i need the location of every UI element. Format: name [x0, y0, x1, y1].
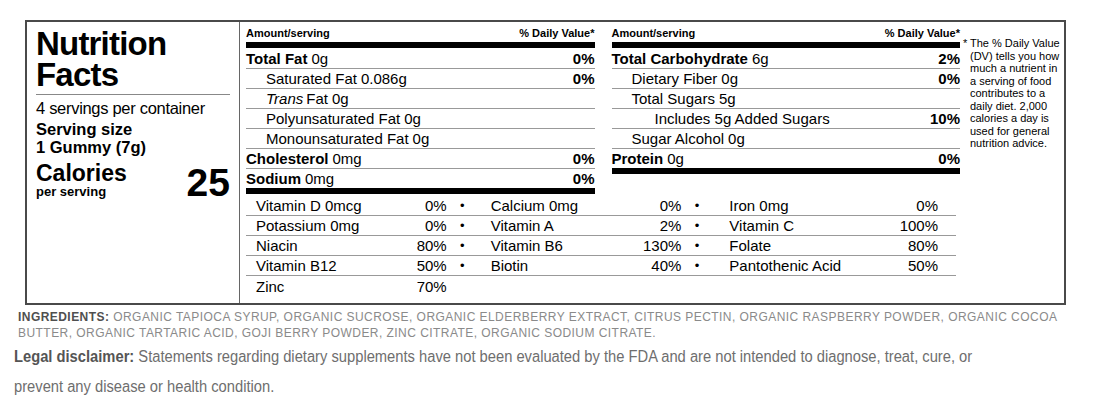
- vitamin-dv: 0%: [425, 217, 447, 234]
- calories-row: Calories per serving 25: [36, 163, 230, 199]
- daily-value-footnote: * The % Daily Value (DV) tells you how m…: [960, 22, 1064, 303]
- footnote-text: The % Daily Value (DV) tells you how muc…: [970, 37, 1061, 303]
- ingredients-text: ORGANIC TAPIOCA SYRUP, ORGANIC SUCROSE, …: [18, 310, 1057, 340]
- vitamin-label: Iron 0mg: [729, 197, 788, 214]
- nutrient-row-polyunsaturated-fat: Polyunsaturated Fat 0g: [246, 108, 595, 128]
- bullet-separator: •: [447, 258, 465, 273]
- thick-divider-bar: [612, 168, 961, 174]
- vitamin-label: Vitamin B6: [491, 237, 563, 254]
- legal-disclaimer: Legal disclaimer: Statements regarding d…: [14, 342, 1008, 402]
- nutrient-row-total-carbohydrate: Total Carbohydrate 6g 2%: [612, 48, 961, 68]
- vitamin-dv: 0%: [660, 197, 682, 214]
- calories-label: Calories: [36, 163, 127, 184]
- vitamin-dv: 80%: [908, 237, 938, 254]
- bullet-separator: •: [681, 218, 699, 233]
- vitamin-label: Vitamin B12: [256, 257, 337, 274]
- nutrient-columns-area: Amount/serving % Daily Value* Total Fat …: [240, 22, 960, 303]
- header-amount-serving: Amount/serving: [612, 27, 696, 39]
- nutrient-row-saturated-fat: Saturated Fat 0.086g 0%: [246, 68, 595, 88]
- vitamins-minerals-table: Vitamin D 0mcg0%• Calcium 0mg0%• Iron 0m…: [246, 196, 960, 296]
- bullet-separator: •: [681, 258, 699, 273]
- vitamin-dv: 50%: [908, 257, 938, 274]
- serving-size-value: 1 Gummy (7g): [36, 138, 230, 156]
- legal-disclaimer-text: Statements regarding dietary supplements…: [14, 348, 972, 395]
- vitamin-label: Folate: [729, 237, 771, 254]
- legal-disclaimer-label: Legal disclaimer:: [14, 348, 134, 365]
- servings-per-container: 4 servings per container: [36, 99, 230, 118]
- vitamin-label: Vitamin A: [491, 217, 554, 234]
- title-line-1: Nutrition: [36, 28, 230, 59]
- column-header: Amount/serving % Daily Value*: [612, 22, 961, 42]
- nutrient-row-added-sugars: Includes 5g Added Sugars 10%: [612, 108, 961, 128]
- header-amount-serving: Amount/serving: [246, 27, 330, 39]
- header-daily-value: % Daily Value*: [519, 27, 594, 39]
- nutrient-columns: Amount/serving % Daily Value* Total Fat …: [246, 22, 960, 194]
- vitamin-row: Vitamin D 0mcg0%• Calcium 0mg0%• Iron 0m…: [246, 196, 956, 216]
- vitamin-dv: 70%: [417, 278, 447, 295]
- vitamin-dv: 50%: [417, 257, 447, 274]
- nutrient-row-protein: Protein 0g 0%: [612, 148, 961, 168]
- nutrient-row-total-sugars: Total Sugars 5g: [612, 88, 961, 108]
- nutrient-row-total-fat: Total Fat 0g 0%: [246, 48, 595, 68]
- nutrition-facts-left-panel: Nutrition Facts 4 servings per container…: [27, 22, 240, 303]
- vitamin-dv: 2%: [660, 217, 682, 234]
- vitamin-dv: 80%: [417, 237, 447, 254]
- bullet-separator: •: [681, 238, 699, 253]
- vitamin-dv: 130%: [643, 237, 681, 254]
- bullet-separator: •: [447, 238, 465, 253]
- vitamin-label: Pantothenic Acid: [729, 257, 841, 274]
- vitamin-dv: 0%: [916, 197, 938, 214]
- calories-value: 25: [187, 166, 230, 199]
- nutrition-facts-title: Nutrition Facts: [36, 26, 230, 90]
- ingredients-label: INGREDIENTS:: [18, 310, 109, 324]
- vitamin-dv: 100%: [900, 217, 938, 234]
- title-divider: [36, 94, 230, 95]
- nutrient-row-cholesterol: Cholesterol 0mg 0%: [246, 148, 595, 168]
- vitamin-label: Vitamin D 0mcg: [256, 197, 362, 214]
- bullet-separator: •: [447, 218, 465, 233]
- vitamin-row: Potassium 0mg0%• Vitamin A2%• Vitamin C1…: [246, 216, 956, 236]
- vitamin-label: Potassium 0mg: [256, 217, 359, 234]
- ingredients-statement: INGREDIENTS: ORGANIC TAPIOCA SYRUP, ORGA…: [18, 309, 1086, 341]
- asterisk-marker: *: [963, 37, 970, 303]
- vitamin-row: Zinc 70%: [246, 276, 956, 296]
- vitamin-label: Calcium 0mg: [491, 197, 579, 214]
- nutrient-row-dietary-fiber: Dietary Fiber 0g 0%: [612, 68, 961, 88]
- vitamin-dv: 0%: [425, 197, 447, 214]
- vitamin-label: Zinc: [256, 278, 284, 295]
- nutrient-column-fats: Amount/serving % Daily Value* Total Fat …: [246, 22, 595, 194]
- vitamin-row: Vitamin B1250%• Biotin40%• Pantothenic A…: [246, 256, 956, 276]
- title-line-2: Facts: [36, 59, 230, 90]
- column-header: Amount/serving % Daily Value*: [246, 22, 595, 42]
- thick-divider-bar: [246, 188, 595, 194]
- vitamin-label: Niacin: [256, 237, 298, 254]
- vitamin-dv: 40%: [651, 257, 681, 274]
- nutrition-facts-box: Nutrition Facts 4 servings per container…: [25, 20, 1066, 305]
- vitamin-label: Vitamin C: [729, 217, 794, 234]
- vitamin-row: Niacin80%• Vitamin B6130%• Folate80%: [246, 236, 956, 256]
- nutrient-column-carbs: Amount/serving % Daily Value* Total Carb…: [612, 22, 961, 174]
- bullet-separator: •: [447, 198, 465, 213]
- vitamin-label: Biotin: [491, 257, 529, 274]
- serving-size-label: Serving size: [36, 120, 230, 138]
- bullet-separator: •: [681, 198, 699, 213]
- nutrient-row-monounsaturated-fat: Monounsaturated Fat 0g: [246, 128, 595, 148]
- calories-sublabel: per serving: [36, 184, 127, 199]
- nutrient-row-sugar-alcohol: Sugar Alcohol 0g: [612, 128, 961, 148]
- header-daily-value: % Daily Value*: [885, 27, 960, 39]
- nutrient-row-trans-fat: Trans Fat 0g: [246, 88, 595, 108]
- nutrient-row-sodium: Sodium 0mg 0%: [246, 168, 595, 188]
